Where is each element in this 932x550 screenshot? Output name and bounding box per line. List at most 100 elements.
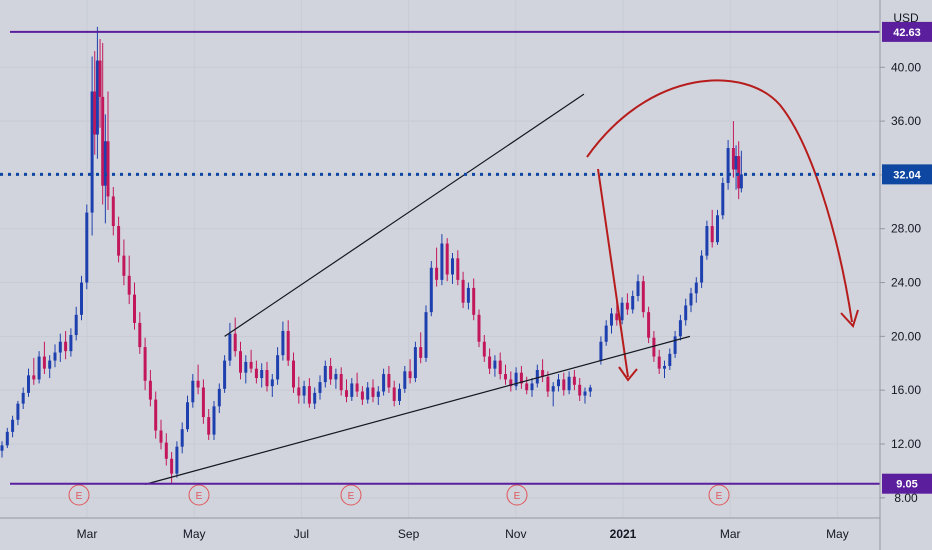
candle-body [641, 281, 645, 313]
candle-body [64, 341, 68, 352]
candle-body [32, 375, 36, 380]
candle-body [530, 383, 534, 391]
candle-body [80, 282, 83, 315]
candle-body [419, 347, 423, 358]
candle-body [551, 386, 555, 392]
candle-body [90, 91, 94, 213]
candle-body [572, 376, 576, 385]
candle-body [519, 372, 523, 384]
candle-body [583, 391, 587, 396]
grid [0, 0, 880, 518]
candle-body [615, 313, 619, 321]
candle-body [307, 386, 311, 404]
candle-body [339, 374, 343, 391]
candle-body [249, 361, 253, 369]
candle-body [217, 388, 221, 407]
candle-body [620, 302, 624, 321]
candle-body [154, 399, 158, 431]
candle-body [42, 356, 46, 369]
candle-body [11, 419, 15, 432]
current-price-badge-label: 32.04 [893, 169, 921, 181]
candle-body [355, 383, 359, 392]
earnings-marker-label: E [716, 491, 723, 502]
upper-channel-line[interactable] [224, 93, 585, 337]
candle-body [716, 215, 719, 243]
price-badges: 42.63 32.04 9.05 [882, 21, 932, 494]
x-tick-label: Nov [505, 527, 526, 541]
candle-body [106, 141, 110, 197]
candle-body [159, 430, 163, 443]
candle-body [16, 403, 20, 420]
candle-body [254, 368, 258, 379]
price-axis[interactable]: USD 8.0012.0016.0020.0024.0028.0032.0036… [880, 11, 921, 505]
candle-body [21, 392, 25, 404]
candle-body [360, 391, 364, 400]
candle-body [292, 360, 295, 388]
lower-channel-line[interactable] [144, 335, 691, 485]
earnings-marker-label: E [196, 491, 203, 502]
x-tick-label: May [183, 527, 206, 541]
candle-body [376, 391, 380, 397]
earnings-marker[interactable]: E [506, 484, 528, 506]
candle-body [705, 226, 709, 256]
y-tick-label: 12.00 [891, 437, 921, 451]
earnings-marker[interactable]: E [188, 484, 210, 506]
candle-body [493, 360, 497, 369]
candle-body [98, 60, 102, 97]
x-tick-label: May [826, 527, 849, 541]
candle-body [726, 148, 730, 183]
candle-body [133, 294, 136, 323]
earnings-marker[interactable]: E [708, 484, 730, 506]
candle-body [461, 279, 465, 303]
candle-body [345, 390, 348, 397]
earnings-marker-circle [188, 484, 210, 506]
candle-body [228, 333, 232, 361]
earnings-marker[interactable]: E [68, 484, 90, 506]
x-tick-label: Sep [398, 527, 420, 541]
candle-body [103, 141, 107, 186]
time-axis[interactable]: Mar May Jul Sep Nov 2021 Mar May [77, 527, 849, 541]
x-tick-label: Mar [77, 527, 98, 541]
candle-body [610, 313, 613, 326]
y-tick-label: 36.00 [891, 114, 921, 128]
earnings-marker[interactable]: E [340, 484, 362, 506]
candle-body [477, 314, 481, 342]
arrow-straight-down [597, 168, 629, 378]
candle-body [413, 347, 417, 379]
candle-body [562, 379, 566, 391]
candle-body [663, 365, 666, 369]
candle-body [482, 341, 486, 357]
candle-body [37, 356, 41, 380]
candle-body [408, 371, 412, 379]
candle-body [265, 370, 269, 387]
resistance-badge-label: 42.63 [893, 27, 921, 39]
candle-body [350, 383, 354, 397]
candles [0, 26, 743, 484]
candle-body [122, 255, 126, 276]
candle-body [578, 384, 582, 396]
candle-body [196, 380, 200, 388]
candle-body [403, 371, 407, 389]
arrow-head-right [840, 309, 859, 328]
candle-body [657, 356, 661, 369]
candle-body [509, 379, 513, 387]
candle-body [164, 442, 168, 459]
candle-body [27, 375, 30, 393]
candle-body [631, 296, 635, 310]
candle-body [673, 336, 677, 354]
candle-body [69, 335, 73, 352]
candle-body [435, 267, 439, 280]
candle-body [138, 322, 142, 348]
candle-body [440, 243, 444, 280]
candle-body [191, 380, 195, 403]
arrow-head-left [618, 366, 638, 382]
candle-body [382, 374, 386, 392]
candle-body [318, 382, 322, 393]
candle-body [525, 383, 529, 391]
candle-body [599, 341, 603, 361]
earnings-marker-label: E [514, 491, 521, 502]
candle-body [398, 388, 401, 401]
candle-body [302, 386, 306, 396]
earnings-marker-circle [506, 484, 528, 506]
